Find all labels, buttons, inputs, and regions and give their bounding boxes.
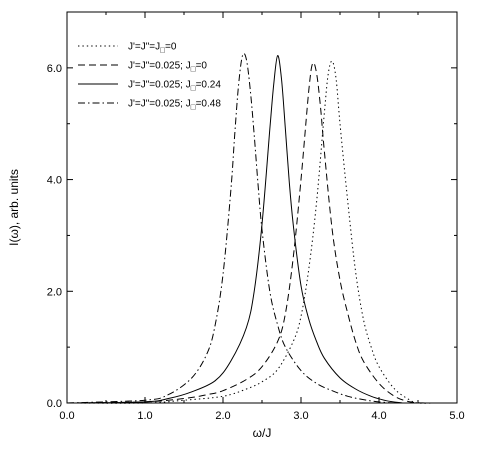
plot-frame xyxy=(66,11,458,404)
x-tick-label: 2.0 xyxy=(215,410,230,422)
legend-label-1: J'=J"=J□=0 xyxy=(128,42,177,55)
x-axis: 0.0 1.0 2.0 3.0 4.0 5.0 xyxy=(59,12,465,422)
series-line-1 xyxy=(66,60,434,404)
y-axis-label: I(ω), arb. units xyxy=(7,169,21,246)
x-tick-label: 4.0 xyxy=(371,410,386,422)
legend: J'=J"=J□=0 J'=J"=0.025; J□=0 J'=J"=0.025; … xyxy=(78,42,221,112)
y-tick-label: 6.0 xyxy=(47,63,62,75)
y-tick-label: 2.0 xyxy=(47,286,62,298)
series-line-3 xyxy=(66,55,403,404)
x-axis-label: ω/J xyxy=(253,426,272,440)
series-lines xyxy=(66,52,434,404)
legend-label-2: J'=J"=0.025; J□=0 xyxy=(128,61,207,74)
y-axis: 0.0 2.0 4.0 6.0 xyxy=(47,63,457,410)
x-tick-label: 5.0 xyxy=(449,410,464,422)
y-tick-label: 0.0 xyxy=(47,398,62,410)
series-line-2 xyxy=(66,62,426,404)
y-tick-label: 4.0 xyxy=(47,175,62,187)
legend-label-3: J'=J"=0.025; J□=0.24 xyxy=(128,80,221,93)
series-line-4 xyxy=(66,52,395,404)
x-tick-label: 3.0 xyxy=(293,410,308,422)
x-tick-label: 0.0 xyxy=(59,410,74,422)
plot-border xyxy=(66,11,458,404)
legend-label-4: J'=J"=0.025; J□=0.48 xyxy=(128,99,221,112)
x-tick-label: 1.0 xyxy=(137,410,152,422)
